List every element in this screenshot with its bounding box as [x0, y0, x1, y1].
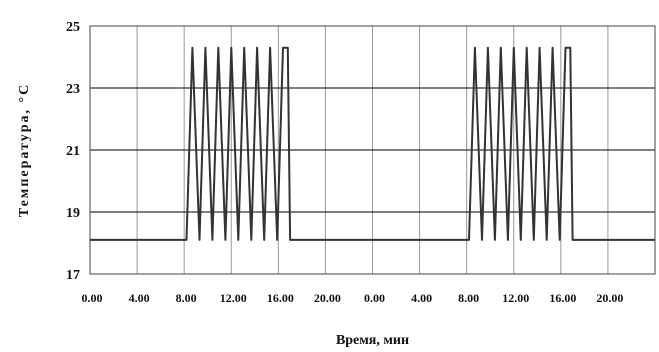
y-tick-label: 21 — [66, 144, 80, 159]
y-tick-label: 17 — [66, 268, 80, 283]
x-tick-label: 4.00 — [411, 291, 432, 305]
x-tick-label: 20.00 — [314, 291, 341, 305]
x-tick-label: 0.00 — [364, 291, 385, 305]
plot-frame — [89, 25, 656, 275]
x-tick-label: 12.00 — [220, 291, 247, 305]
y-tick-label: 23 — [66, 82, 80, 97]
temperature-series-line — [90, 46, 655, 241]
x-tick-label: 12.00 — [502, 291, 529, 305]
x-axis-title: Время, мин — [336, 333, 409, 348]
x-tick-labels: 0.00 4.00 8.00 12.00 16.00 20.00 0.00 4.00 8.00 1… — [82, 291, 624, 305]
y-tick-labels: 17 19 21 23 25 — [66, 20, 80, 283]
y-axis-title: Температура, °С — [17, 83, 32, 217]
x-tick-label: 16.00 — [549, 291, 576, 305]
x-tick-label: 20.00 — [596, 291, 623, 305]
x-tick-label: 8.00 — [176, 291, 197, 305]
y-tick-label: 19 — [66, 206, 80, 221]
y-tick-label: 25 — [66, 20, 80, 35]
x-tick-label: 4.00 — [129, 291, 150, 305]
x-tick-label: 0.00 — [82, 291, 103, 305]
x-tick-label: 16.00 — [267, 291, 294, 305]
x-tick-label: 8.00 — [458, 291, 479, 305]
